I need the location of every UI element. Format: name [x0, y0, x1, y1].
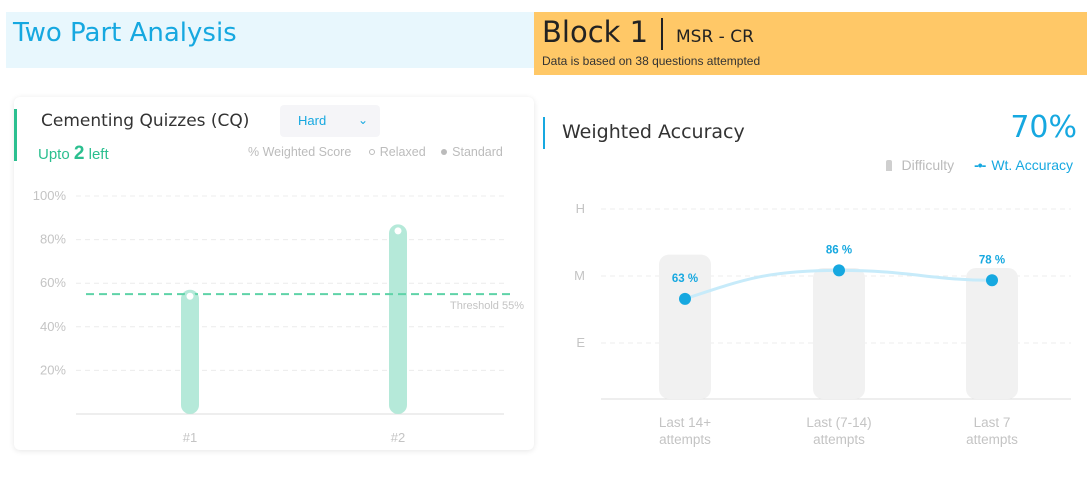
upto-suffix: left	[84, 146, 109, 163]
accuracy-point	[833, 264, 845, 277]
accuracy-point	[986, 274, 998, 287]
y-tick-label: 80%	[40, 232, 66, 247]
header-divider	[661, 18, 663, 50]
threshold-label: Threshold 55%	[450, 300, 524, 312]
weighted-score-chart: 100% 80% 60% 40% 20% #1 #2 Threshold 55%	[33, 188, 524, 445]
score-bar	[181, 289, 199, 414]
line-dot-icon: -•-	[974, 157, 986, 173]
y-tick-label: 40%	[40, 319, 66, 334]
accuracy-point	[679, 292, 691, 305]
weighted-accuracy-card: Weighted Accuracy 70% Difficulty -•- Wt. …	[543, 92, 1087, 454]
y-tick-label: 20%	[40, 362, 66, 377]
x-tick-label: Last 7	[974, 415, 1011, 430]
difficulty-bar	[813, 268, 865, 399]
difficulty-bar-icon	[885, 160, 892, 171]
block-header: Block 1 MSR - CR Data is based on 38 que…	[534, 12, 1087, 75]
x-tick-label: #1	[183, 430, 197, 445]
block-subtitle: MSR - CR	[676, 27, 754, 47]
dropdown-value: Hard	[298, 113, 327, 128]
difficulty-bar	[966, 268, 1018, 399]
accuracy-label: 78 %	[979, 254, 1005, 266]
x-tick-label: attempts	[813, 432, 865, 447]
chart-legend: % Weighted Score Relaxed Standard	[248, 145, 503, 159]
card-title: Weighted Accuracy	[562, 121, 745, 143]
y-tick-label: E	[576, 335, 585, 350]
quizzes-left: Upto 2 left	[38, 143, 109, 165]
x-tick-label: attempts	[659, 432, 711, 447]
legend-difficulty: Difficulty	[901, 157, 955, 173]
card-accent-bar	[543, 117, 545, 149]
accuracy-label: 86 %	[826, 244, 852, 256]
upto-prefix: Upto	[38, 146, 74, 163]
chart-legend: Difficulty -•- Wt. Accuracy	[885, 157, 1073, 173]
card-title: Cementing Quizzes (CQ)	[41, 111, 250, 131]
data-note: Data is based on 38 questions attempted	[542, 54, 761, 68]
score-marker	[392, 225, 404, 237]
x-tick-label: attempts	[966, 432, 1018, 447]
y-tick-label: 100%	[33, 188, 67, 203]
difficulty-dropdown[interactable]: Hard ⌄	[280, 105, 380, 137]
x-tick-label: Last (7-14)	[806, 415, 871, 430]
block-label: Block 1	[542, 15, 649, 49]
y-tick-label: M	[574, 268, 585, 283]
legend-relaxed: Relaxed	[379, 145, 426, 159]
weighted-accuracy-chart: H M E 63 % 86 % 78 % Last 14+ attempts Last (7-1…	[574, 201, 1071, 447]
accuracy-label: 63 %	[672, 273, 698, 285]
score-marker	[184, 290, 196, 302]
legend-label: % Weighted Score	[248, 145, 352, 159]
legend-standard: Standard	[452, 145, 503, 159]
card-accent-bar	[14, 109, 17, 161]
weighted-accuracy-value: 70%	[1010, 110, 1077, 145]
cementing-quizzes-card: Cementing Quizzes (CQ) Hard ⌄ Upto 2 lef…	[14, 97, 534, 450]
standard-dot-icon	[441, 149, 448, 155]
chevron-down-icon: ⌄	[358, 113, 369, 127]
page-title: Two Part Analysis	[13, 18, 237, 48]
relaxed-dot-icon	[368, 149, 375, 155]
y-tick-label: 60%	[40, 275, 66, 290]
legend-accuracy: Wt. Accuracy	[991, 157, 1073, 173]
difficulty-bar	[659, 254, 711, 399]
section-header: Two Part Analysis	[6, 12, 536, 68]
y-tick-label: H	[576, 201, 585, 216]
x-tick-label: Last 14+	[659, 415, 711, 430]
score-bar	[389, 224, 407, 414]
x-tick-label: #2	[391, 430, 405, 445]
upto-count: 2	[73, 143, 85, 164]
